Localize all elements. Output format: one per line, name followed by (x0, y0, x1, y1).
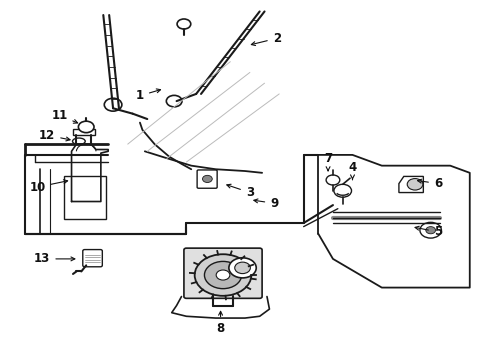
Circle shape (407, 179, 423, 190)
Text: 11: 11 (51, 109, 77, 123)
Circle shape (235, 262, 250, 274)
Text: 12: 12 (39, 129, 70, 142)
FancyBboxPatch shape (184, 248, 262, 298)
Circle shape (334, 184, 351, 197)
Circle shape (202, 175, 212, 183)
Text: 8: 8 (217, 311, 225, 335)
Circle shape (204, 261, 242, 289)
Circle shape (195, 254, 251, 296)
Bar (64, 176, 106, 220)
Text: 6: 6 (417, 177, 442, 190)
Circle shape (216, 270, 230, 280)
Text: 1: 1 (136, 89, 161, 102)
Circle shape (229, 258, 256, 278)
Circle shape (104, 98, 122, 111)
Text: 7: 7 (324, 152, 332, 171)
Text: 10: 10 (29, 180, 68, 194)
Text: 5: 5 (415, 225, 442, 238)
Circle shape (166, 95, 182, 107)
Text: 13: 13 (34, 252, 75, 265)
Bar (73, 129, 95, 135)
FancyBboxPatch shape (197, 170, 217, 188)
Circle shape (177, 19, 191, 29)
Text: 2: 2 (251, 32, 281, 45)
Ellipse shape (73, 138, 85, 144)
Text: 4: 4 (348, 161, 357, 180)
Polygon shape (399, 176, 423, 193)
Circle shape (78, 121, 94, 133)
Text: 9: 9 (254, 197, 278, 210)
Circle shape (426, 226, 436, 234)
Circle shape (420, 222, 441, 238)
Text: 3: 3 (227, 184, 254, 199)
FancyBboxPatch shape (83, 249, 102, 267)
Circle shape (326, 175, 340, 185)
